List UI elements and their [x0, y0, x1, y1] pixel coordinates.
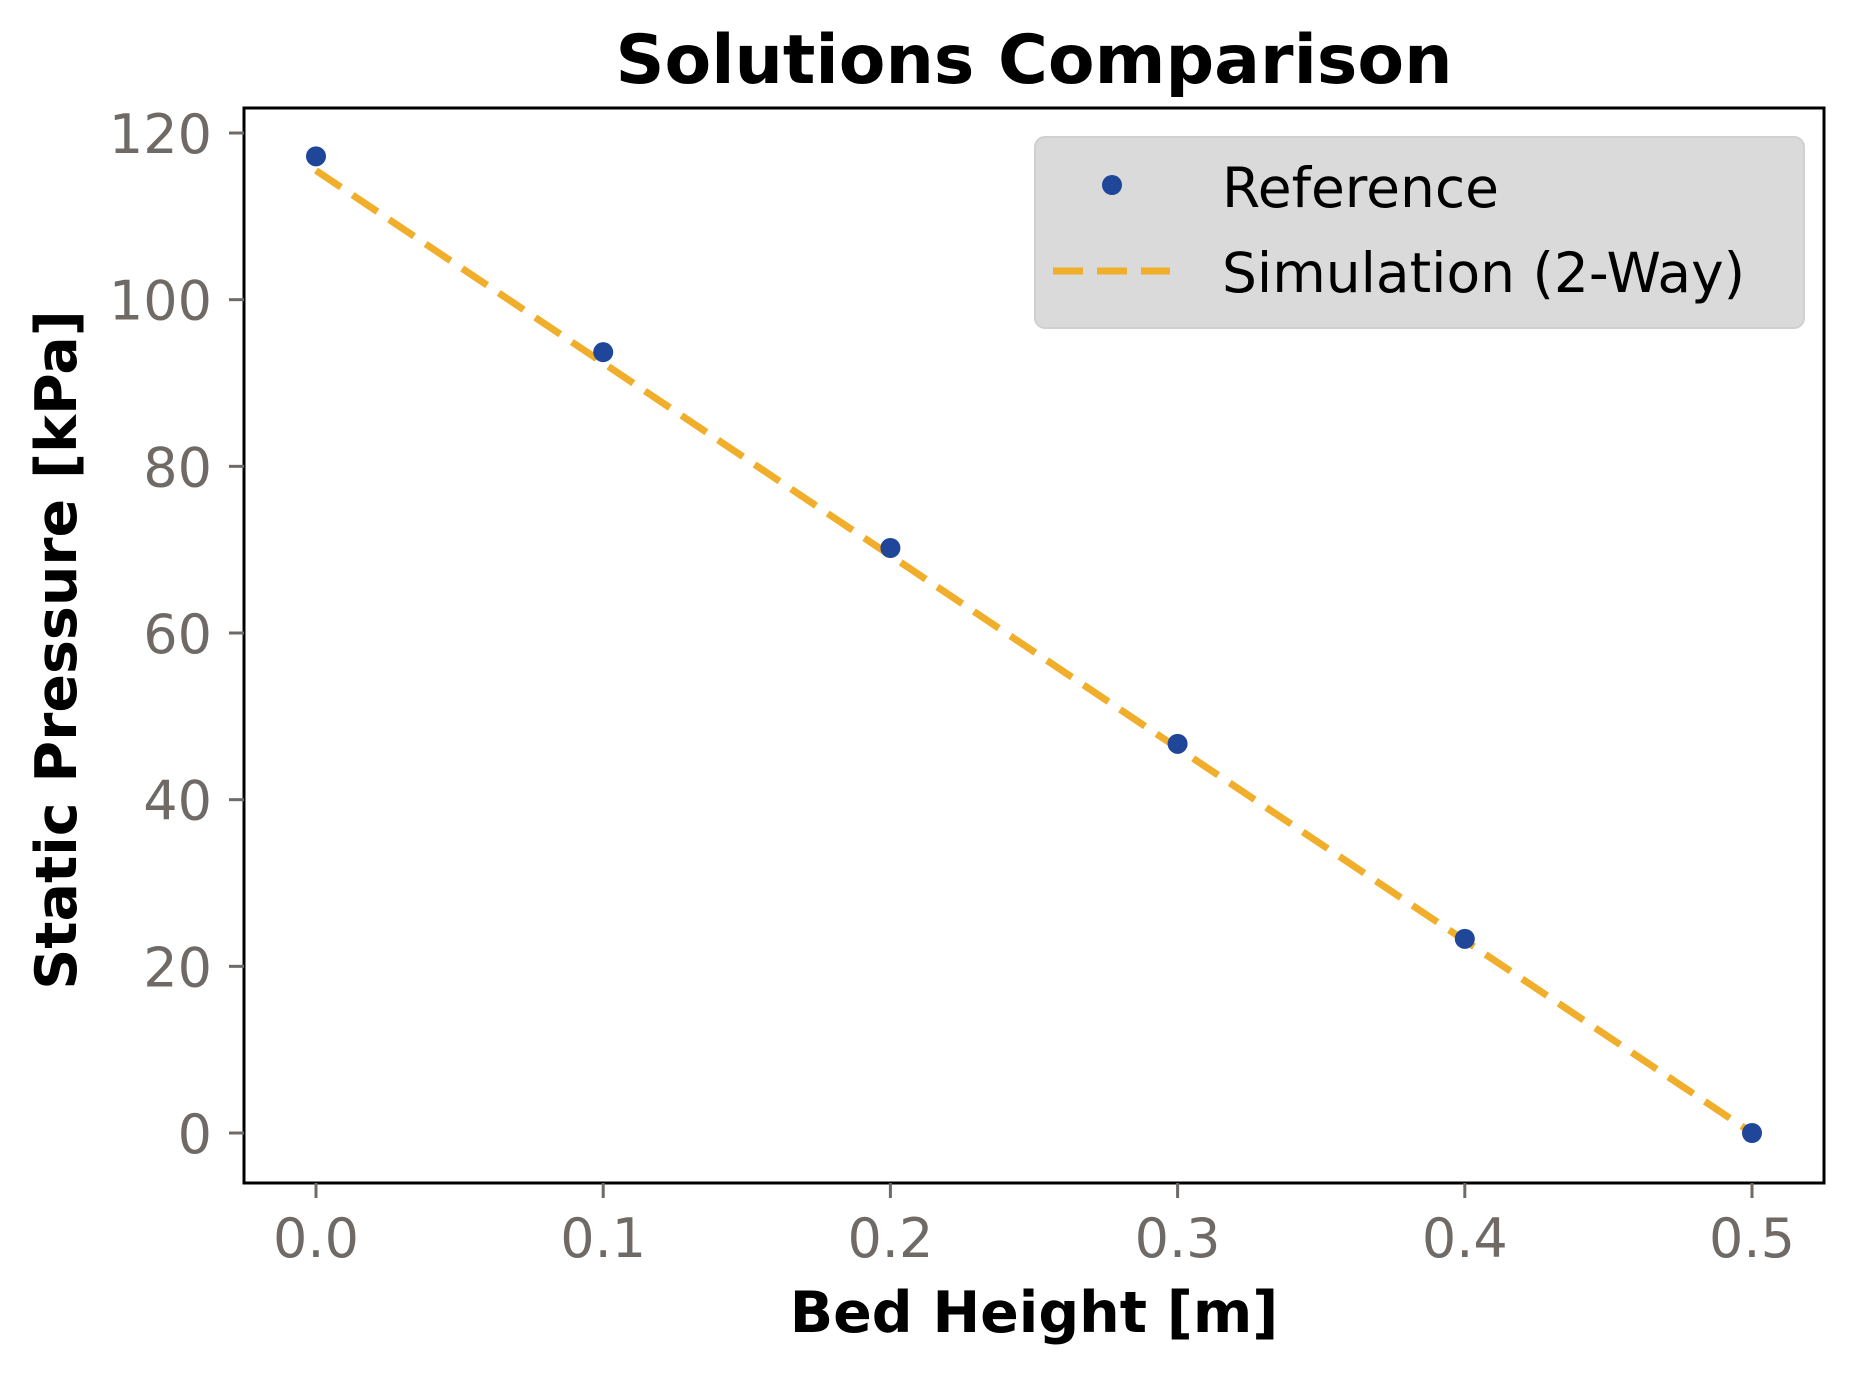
- reference-data-point: [1454, 928, 1475, 949]
- x-axis-label: Bed Height [m]: [790, 1280, 1279, 1346]
- y-tick-label: 80: [143, 436, 212, 499]
- x-tick-label: 0.1: [560, 1207, 646, 1270]
- x-tick-label: 0.4: [1422, 1207, 1508, 1270]
- reference-data-point: [306, 146, 326, 167]
- reference-data-point: [1742, 1123, 1762, 1143]
- y-tick-label: 0: [178, 1103, 212, 1166]
- y-tick-label: 40: [143, 770, 212, 833]
- x-tick-label: 0.0: [273, 1207, 359, 1270]
- reference-data-point: [593, 342, 614, 363]
- legend: Reference Simulation (2-Way): [1034, 136, 1805, 329]
- reference-data-point: [1167, 733, 1188, 754]
- legend-box: [1034, 136, 1805, 329]
- y-axis-label: Static Pressure [kPa]: [24, 310, 90, 990]
- y-tick-label: 120: [109, 103, 212, 166]
- legend-reference-marker-icon: [1102, 175, 1122, 195]
- y-tick-label: 100: [109, 270, 212, 333]
- x-tick-label: 0.2: [847, 1207, 933, 1270]
- axes-frame: [242, 106, 1826, 1185]
- y-tick-label: 20: [143, 936, 212, 999]
- chart-title: Solutions Comparison: [616, 21, 1453, 100]
- simulation-line: [314, 167, 1754, 1136]
- x-tick-label: 0.3: [1135, 1207, 1221, 1270]
- reference-points: [306, 146, 1762, 1143]
- legend-reference-label: Reference: [1222, 156, 1499, 220]
- reference-data-point: [880, 538, 901, 559]
- y-axis-ticks: 0 20 40 60 80 100 120: [109, 103, 244, 1166]
- x-tick-label: 0.5: [1709, 1207, 1795, 1270]
- legend-simulation-label: Simulation (2-Way): [1222, 241, 1745, 305]
- y-tick-label: 60: [143, 603, 212, 666]
- x-axis-ticks: 0.0 0.1 0.2 0.3 0.4 0.5: [273, 1183, 1795, 1270]
